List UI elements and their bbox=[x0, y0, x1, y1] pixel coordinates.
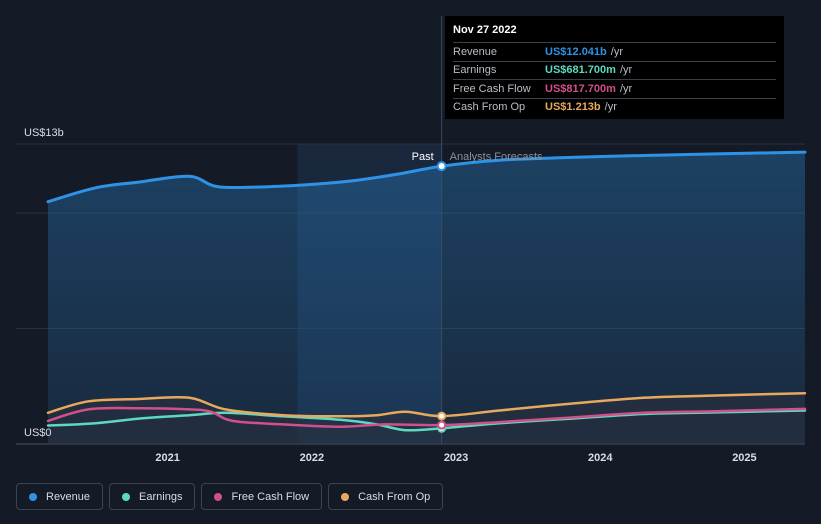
legend-dot-icon bbox=[122, 492, 131, 501]
tooltip-value: US$12.041b bbox=[545, 45, 607, 58]
tooltip-unit: /yr bbox=[619, 82, 633, 95]
x-tick-label: 2024 bbox=[588, 452, 613, 464]
lower-area bbox=[48, 393, 805, 444]
series-line-free-cash-flow bbox=[46, 406, 807, 428]
x-tick-label: 2021 bbox=[155, 452, 179, 464]
legend-item-revenue[interactable]: Revenue bbox=[16, 483, 104, 510]
markers bbox=[436, 161, 447, 433]
legend-item-free-cash-flow[interactable]: Free Cash Flow bbox=[201, 483, 323, 510]
tooltip-label: Earnings bbox=[453, 64, 497, 77]
x-tick-label: 2022 bbox=[300, 452, 324, 464]
x-tick-label: 2023 bbox=[444, 452, 468, 464]
y-axis-max-label: US$13b bbox=[24, 127, 64, 139]
tooltip-date: Nov 27 2022 bbox=[453, 24, 517, 36]
legend-item-cash-from-op[interactable]: Cash From Op bbox=[328, 483, 444, 510]
x-axis-ticks: 2021 2022 2023 2024 2025 bbox=[155, 452, 756, 464]
legend-label: Earnings bbox=[139, 490, 183, 503]
tooltip-label: Revenue bbox=[453, 45, 498, 58]
revenue-area bbox=[48, 152, 805, 444]
tooltip-unit: /yr bbox=[610, 45, 623, 58]
marker-revenue bbox=[436, 161, 447, 172]
tooltip-value: US$817.700m bbox=[545, 82, 616, 95]
legend-dot-icon bbox=[214, 492, 223, 501]
series-lines bbox=[46, 150, 807, 432]
tooltip-label: Free Cash Flow bbox=[453, 82, 531, 95]
y-axis-min-label: US$0 bbox=[24, 427, 52, 439]
tooltip-row-earnings: Earnings US$681.700m /yr bbox=[453, 60, 776, 80]
legend-label: Free Cash Flow bbox=[231, 490, 310, 503]
tooltip-row-free-cash-flow: Free Cash Flow US$817.700m /yr bbox=[453, 79, 776, 98]
tooltip-value: US$1.213b bbox=[545, 101, 601, 114]
legend-label: Cash From Op bbox=[358, 490, 431, 503]
legend-dot-icon bbox=[341, 492, 350, 501]
legend-label: Revenue bbox=[46, 490, 91, 503]
tooltip-unit: /yr bbox=[619, 64, 633, 77]
marker-free-cash-flow bbox=[437, 420, 447, 430]
tooltip-unit: /yr bbox=[604, 101, 617, 114]
legend-item-earnings[interactable]: Earnings bbox=[109, 483, 196, 510]
tooltip-row-cash-from-op: Cash From Op US$1.213b /yr bbox=[453, 97, 776, 117]
series-line-revenue bbox=[46, 150, 807, 204]
forecast-label: Analysts Forecasts bbox=[450, 151, 543, 163]
legend: Revenue Earnings Free Cash Flow Cash Fro… bbox=[16, 483, 444, 510]
tooltip-label: Cash From Op bbox=[453, 101, 526, 114]
series-line-cash-from-op bbox=[46, 391, 807, 418]
past-label: Past bbox=[412, 151, 434, 163]
tooltip-value: US$681.700m bbox=[545, 64, 616, 77]
tooltip-row-revenue: Revenue US$12.041b /yr bbox=[453, 42, 776, 61]
marker-cash-from-op bbox=[437, 411, 447, 421]
legend-dot-icon bbox=[29, 492, 37, 501]
tooltip: Nov 27 2022 Revenue US$12.041b /yr Earni… bbox=[445, 16, 784, 119]
x-tick-label: 2025 bbox=[732, 452, 756, 464]
